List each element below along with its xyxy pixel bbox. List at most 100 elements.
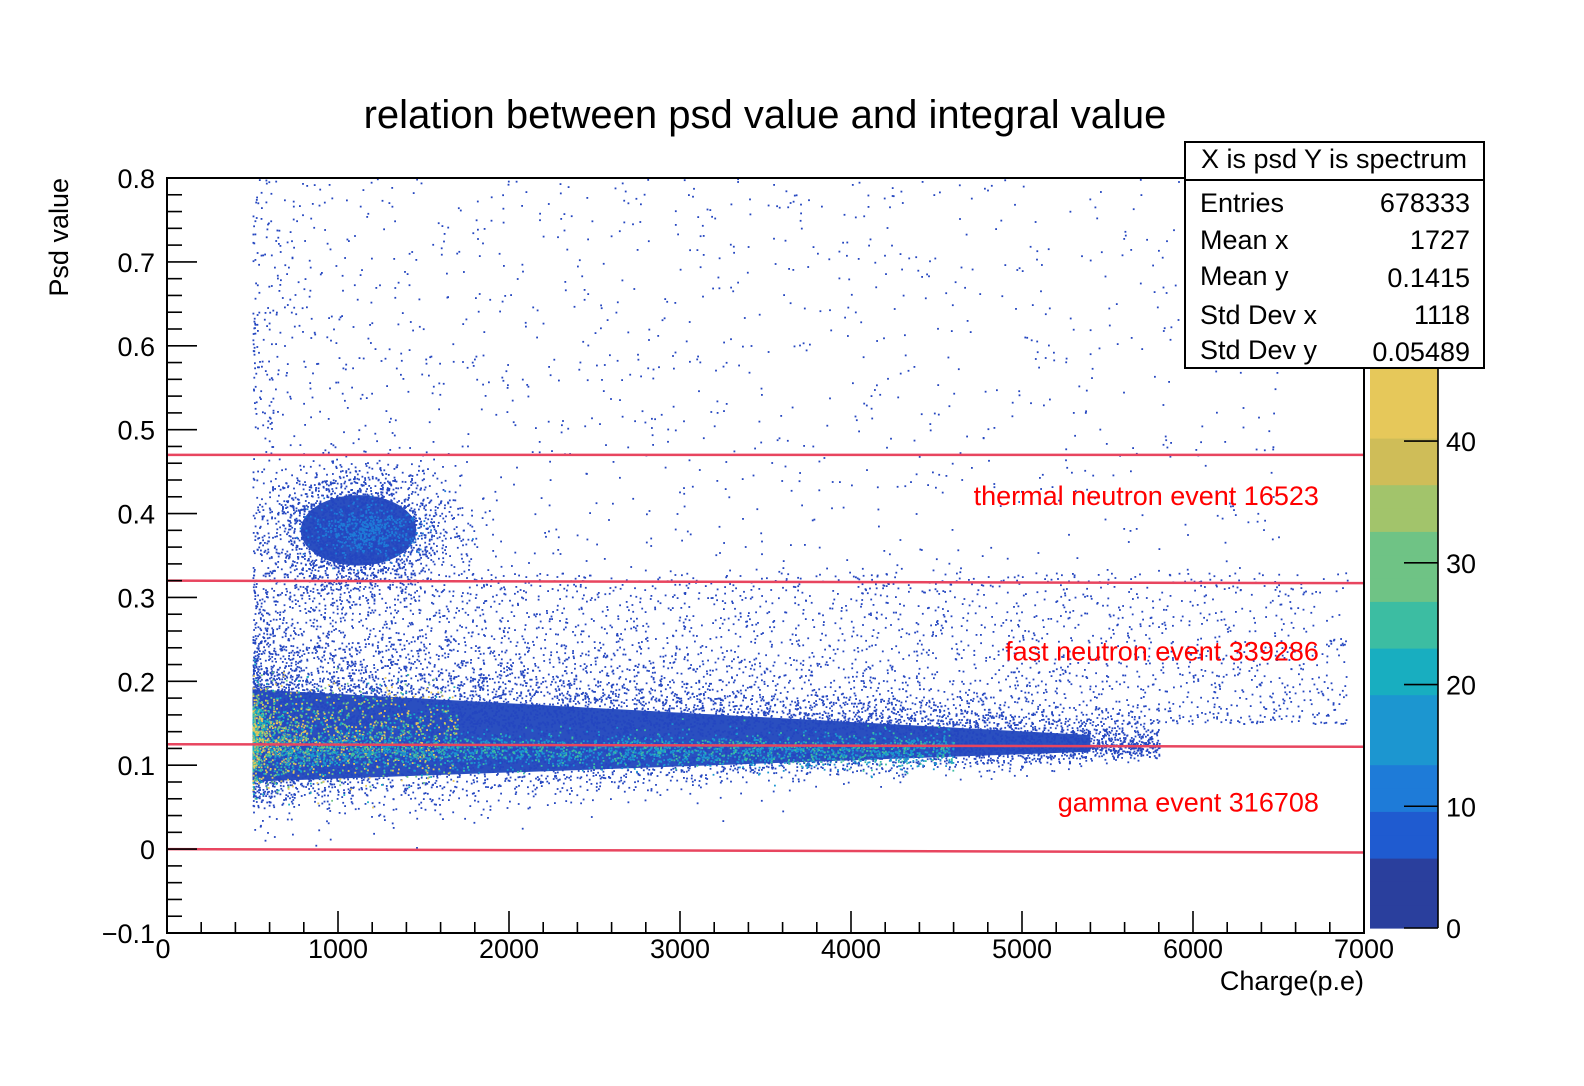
data-point	[613, 653, 615, 655]
data-point	[326, 739, 328, 741]
data-point	[815, 700, 817, 702]
data-point	[294, 797, 296, 799]
data-point	[435, 687, 437, 689]
data-point	[344, 813, 346, 815]
data-point	[757, 772, 759, 774]
data-point	[653, 725, 655, 727]
data-point	[494, 682, 496, 684]
data-point	[1026, 733, 1028, 735]
data-point	[502, 725, 504, 727]
data-point	[768, 739, 770, 741]
data-point	[1066, 747, 1068, 749]
data-point	[792, 781, 794, 783]
data-point	[1121, 753, 1123, 755]
data-point	[960, 779, 962, 781]
data-point	[299, 667, 301, 669]
data-point	[412, 739, 414, 741]
data-point	[805, 707, 807, 709]
data-point	[317, 792, 319, 794]
data-point	[728, 705, 730, 707]
data-point	[341, 701, 343, 703]
data-point	[351, 759, 353, 761]
data-point	[553, 678, 555, 680]
data-point	[673, 682, 675, 684]
data-point	[388, 778, 390, 780]
data-point	[526, 647, 528, 649]
data-point	[512, 688, 514, 690]
data-point	[710, 759, 712, 761]
data-point	[1152, 741, 1154, 743]
data-point	[438, 670, 440, 672]
data-point	[565, 758, 567, 760]
data-point	[375, 787, 377, 789]
data-point	[568, 694, 570, 696]
data-point	[746, 726, 748, 728]
data-point	[785, 769, 787, 771]
data-point	[263, 646, 265, 648]
data-point	[318, 794, 320, 796]
data-point	[661, 675, 663, 677]
data-point	[410, 785, 412, 787]
data-point	[264, 650, 266, 652]
data-point	[341, 685, 343, 687]
data-point	[335, 773, 337, 775]
data-point	[442, 794, 444, 796]
data-point	[711, 749, 713, 751]
data-point	[436, 786, 438, 788]
data-point	[603, 771, 605, 773]
data-point	[311, 625, 313, 627]
data-point	[843, 702, 845, 704]
data-point	[601, 764, 603, 766]
data-point	[469, 805, 471, 807]
data-point	[611, 781, 613, 783]
data-point	[677, 723, 679, 725]
data-point	[299, 656, 301, 658]
data-point	[706, 670, 708, 672]
data-point	[755, 732, 757, 734]
data-point	[333, 714, 335, 716]
data-point	[873, 724, 875, 726]
data-point	[979, 756, 981, 758]
data-point	[756, 737, 758, 739]
data-point	[826, 728, 828, 730]
data-point	[328, 631, 330, 633]
data-point	[268, 624, 270, 626]
data-point	[1002, 764, 1004, 766]
data-point	[425, 637, 427, 639]
data-point	[447, 782, 449, 784]
data-point	[333, 641, 335, 643]
data-point	[977, 763, 979, 765]
data-point	[567, 712, 569, 714]
data-point	[589, 688, 591, 690]
data-point	[435, 761, 437, 763]
data-point	[1080, 765, 1082, 767]
data-point	[691, 775, 693, 777]
data-point	[866, 730, 868, 732]
data-point	[361, 787, 363, 789]
data-point	[263, 687, 265, 689]
data-point	[373, 833, 375, 835]
data-point	[1137, 755, 1139, 757]
data-point	[425, 784, 427, 786]
data-point	[364, 792, 366, 794]
data-point	[656, 792, 658, 794]
data-point	[609, 713, 611, 715]
data-point	[594, 730, 596, 732]
data-point	[409, 771, 411, 773]
data-point	[978, 718, 980, 720]
data-point	[542, 708, 544, 710]
data-point	[793, 688, 795, 690]
data-point	[267, 832, 269, 834]
data-point	[880, 701, 882, 703]
data-point	[964, 725, 966, 727]
data-point	[623, 722, 625, 724]
data-point	[900, 721, 902, 723]
data-point	[380, 706, 382, 708]
data-point	[455, 703, 457, 705]
data-point	[1105, 741, 1107, 743]
data-point	[311, 674, 313, 676]
data-point	[861, 765, 863, 767]
data-point	[831, 756, 833, 758]
data-point	[320, 771, 322, 773]
data-point	[684, 691, 686, 693]
